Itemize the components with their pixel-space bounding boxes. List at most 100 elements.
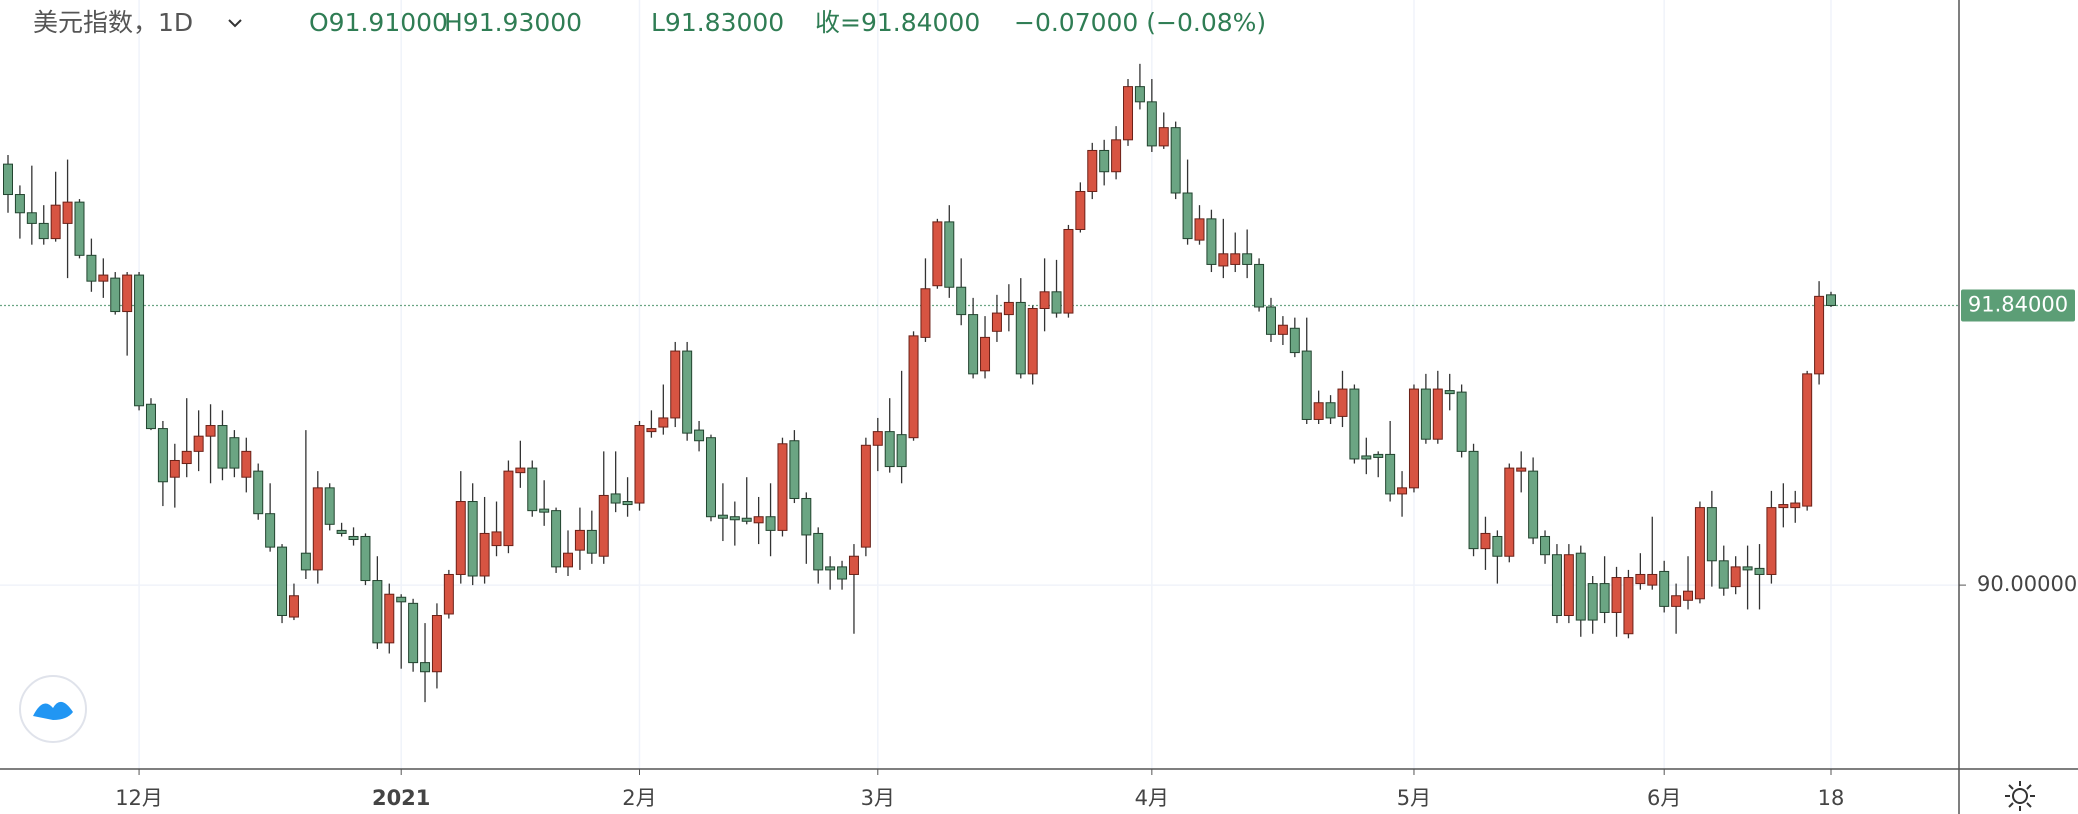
candle-body [1361, 455, 1372, 460]
candle-body [729, 516, 740, 521]
candle-body [1563, 554, 1574, 617]
candle-body [1337, 388, 1348, 417]
candle-body [598, 494, 609, 557]
candle-body [1027, 308, 1038, 375]
logo-cloud[interactable] [33, 701, 73, 720]
candle-body [956, 286, 967, 316]
candle-body [1802, 373, 1813, 507]
candle-body [1325, 402, 1336, 419]
candle-body [241, 450, 252, 478]
candle-body [705, 437, 716, 518]
candle-body [217, 425, 228, 469]
candle-body [1480, 532, 1491, 550]
candle-body [455, 501, 466, 575]
candle-body [169, 459, 180, 478]
candle-body [920, 288, 931, 338]
candle-body [765, 516, 776, 531]
candle-body [1492, 535, 1503, 557]
candle-body [777, 443, 788, 531]
candle-body [1063, 228, 1074, 314]
candle-body [348, 535, 359, 541]
candle-body [1265, 306, 1276, 335]
candle-body [1289, 327, 1300, 354]
candle-body [1551, 554, 1562, 617]
candle-body [586, 529, 597, 554]
candle-body [1254, 263, 1265, 308]
candle-body [1706, 507, 1717, 562]
candle-body [1528, 470, 1539, 539]
candle-body [848, 555, 859, 575]
candle-body [1742, 566, 1753, 571]
candle-body [1087, 149, 1098, 192]
candle-body [1206, 218, 1217, 265]
candle-body [944, 221, 955, 288]
last-price-label: 91.84000 [1968, 292, 2068, 316]
logo[interactable] [19, 675, 87, 743]
candle-body [396, 596, 407, 603]
candle-body [384, 593, 395, 644]
candle-body [896, 434, 907, 468]
candles [3, 63, 1836, 703]
candle-body [14, 194, 25, 214]
chart-title[interactable]: 美元指数，1D [33, 8, 193, 37]
candle-body [884, 431, 895, 468]
candle-body [1420, 388, 1431, 440]
candle-body [872, 431, 883, 446]
candle-body [574, 529, 585, 551]
candle-body [1825, 294, 1836, 306]
candle-body [253, 470, 264, 515]
candle-body [801, 497, 812, 536]
candle-body [1194, 218, 1205, 241]
candle-body [229, 437, 240, 469]
candle-body [467, 501, 478, 577]
candle-body [1766, 507, 1777, 575]
candle-body [265, 513, 276, 548]
candle-body [682, 350, 693, 434]
candle-body [324, 487, 335, 525]
x-tick-label: 6月 [1647, 786, 1681, 810]
candle-body [1516, 467, 1527, 472]
candle-body [932, 221, 943, 287]
candle-body [145, 403, 156, 430]
candle-body [717, 514, 728, 519]
sun-rays[interactable] [2005, 781, 2035, 811]
candle-body [1170, 127, 1181, 194]
x-tick-label: 4月 [1135, 786, 1169, 810]
candle-body [1075, 190, 1086, 230]
candle-body [360, 535, 371, 582]
candle-body [1456, 391, 1467, 452]
candle-body [1790, 502, 1801, 509]
candle-body [1039, 291, 1050, 310]
candle-body [1349, 388, 1360, 460]
candle-body [1408, 388, 1419, 489]
candle-body [1111, 139, 1122, 173]
candle-body [968, 314, 979, 375]
candle-body [539, 508, 550, 513]
candle-body [26, 212, 37, 224]
settings-icon[interactable] [2005, 781, 2035, 811]
candle-body [205, 425, 216, 437]
candle-body [86, 254, 97, 282]
candle-body [1230, 253, 1241, 265]
candle-body [38, 222, 49, 240]
candle-body [1385, 453, 1396, 495]
candle-body [1778, 504, 1789, 509]
candle-body [1611, 577, 1622, 613]
candle-body [1694, 507, 1705, 600]
candle-body [300, 552, 311, 571]
candle-body [1099, 149, 1110, 173]
interval-dropdown[interactable] [228, 19, 242, 28]
y-tick-label: 90.00000 [1977, 572, 2077, 596]
sun-core[interactable] [2012, 788, 2028, 804]
candle-body [1444, 390, 1455, 395]
candle-body [837, 566, 848, 580]
candle-body [1683, 590, 1694, 601]
candle-body [1468, 450, 1479, 550]
candle-body [1540, 535, 1551, 556]
candle-body [277, 546, 288, 617]
candle-body [908, 335, 919, 439]
candle-body [479, 532, 490, 577]
candle-body [860, 444, 871, 548]
candle-body [646, 428, 657, 433]
